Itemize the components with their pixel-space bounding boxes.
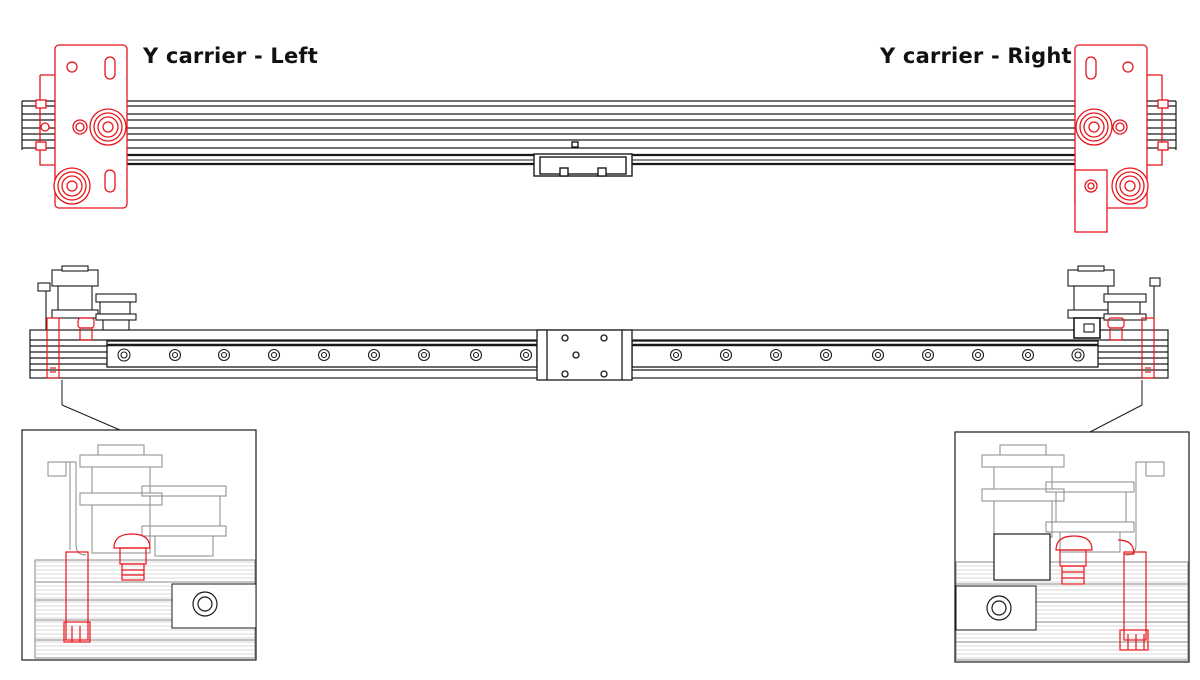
front-view <box>29 265 1169 381</box>
label-y-carrier-left: Y carrier - Left <box>143 44 318 68</box>
label-y-carrier-right: Y carrier - Right <box>880 44 1072 68</box>
y-carrier-right-plate <box>1074 44 1169 233</box>
detail-leader-lines <box>61 380 1143 433</box>
left-idler-pulleys <box>37 265 137 331</box>
linear-rail-carriage <box>533 141 633 177</box>
detail-view-right <box>954 431 1190 663</box>
rail-bolts <box>117 348 1085 362</box>
right-red-bracket <box>1107 317 1155 379</box>
front-carriage-block <box>536 329 633 381</box>
left-red-bracket <box>46 317 95 379</box>
right-idler-pulleys <box>1067 265 1161 339</box>
detail-view-left <box>21 429 257 661</box>
top-view <box>21 44 1177 233</box>
y-carrier-left-plate <box>35 44 128 209</box>
